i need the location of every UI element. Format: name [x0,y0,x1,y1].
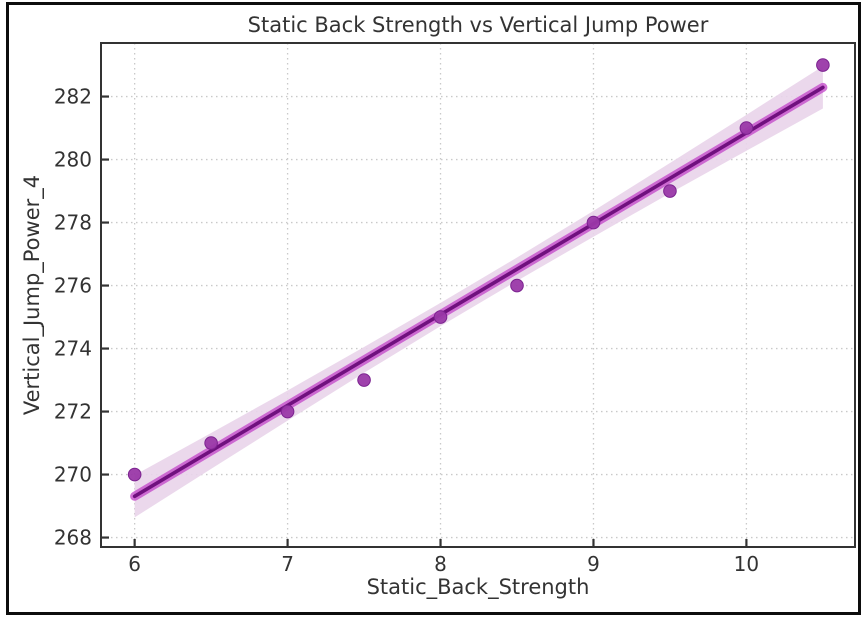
spine-layer [100,42,856,548]
trend-line [132,85,825,499]
data-point [204,436,218,450]
data-point [739,121,754,135]
y-tick-label: 280 [54,148,92,172]
data-point [816,58,830,72]
x-tick-label: 8 [434,552,447,576]
x-tick-label: 10 [734,552,759,576]
x-tick-label: 6 [128,552,141,576]
data-point [433,310,448,324]
y-tick-label: 272 [54,400,92,424]
y-tick-label: 270 [54,463,92,487]
grid-layer [101,43,855,547]
data-point [663,184,677,198]
data-point [280,404,295,419]
scatter-layer [127,58,830,482]
chart-title: Static Back Strength vs Vertical Jump Po… [247,13,709,37]
data-point [510,278,524,293]
trend-line-layer [130,82,828,501]
y-tick-label: 282 [54,85,92,109]
x-tick-label: 9 [587,552,600,576]
axis-spines [100,42,856,548]
data-point [357,373,371,387]
y-tick-label: 268 [54,526,92,550]
x-axis-label: Static_Back_Strength [366,575,590,599]
y-tick-label: 278 [54,211,92,235]
x-tick-label: 7 [281,552,294,576]
tick-layer: 6 7 8 9 10 268 270 272 274 276 278 280 282 [54,85,759,576]
data-point [127,467,142,482]
y-axis-label: Vertical_Jump_Power_4 [20,174,44,416]
y-tick-label: 276 [54,274,92,298]
data-point [586,215,601,230]
y-tick-label: 274 [54,337,92,361]
